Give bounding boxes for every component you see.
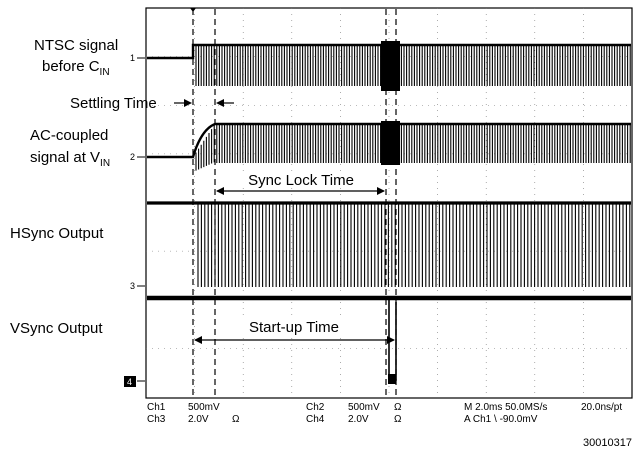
label-ac-sub: IN (100, 158, 110, 169)
trigger-marker (190, 8, 196, 12)
status-ch2-scale: 500mV (348, 402, 380, 413)
ch2-vsync-block (381, 121, 400, 165)
channel-4-marker-bg (124, 376, 136, 387)
status-ch3: Ch3 (147, 414, 166, 425)
ch1-burst (195, 45, 631, 86)
ch3-pulses (197, 203, 631, 287)
sync-lock-label-bg (232, 173, 372, 187)
scope-traces (147, 41, 631, 384)
label-ac-line2-main: signal at V (30, 149, 100, 166)
channel-2-marker: 2 (130, 152, 135, 162)
settling-arrow-left-head (184, 99, 192, 107)
label-ntsc-line2-main: before C (42, 58, 100, 75)
channel-4-marker: 4 (127, 377, 132, 387)
status-ch3-scale: 2.0V (188, 414, 209, 425)
label-ac-line2: signal at VIN (30, 149, 110, 169)
label-ntsc-line2: before CIN (42, 58, 110, 78)
status-resolution: 20.0ns/pt (581, 402, 622, 413)
ch4-pulse-foot (388, 374, 396, 384)
sync-lock-head-right (377, 187, 385, 195)
ch2-burst (195, 124, 631, 171)
sync-lock-label: Sync Lock Time (248, 172, 354, 189)
startup-label-bg (240, 320, 350, 334)
status-ch1-scale: 500mV (188, 402, 220, 413)
status-ch4-scale: 2.0V (348, 414, 369, 425)
status-ch3-ohm: Ω (232, 414, 240, 425)
status-ch4-ohm: Ω (394, 414, 402, 425)
sync-lock-head-left (216, 187, 224, 195)
label-settling-time: Settling Time (70, 95, 157, 112)
label-ntsc-sub: IN (100, 67, 110, 78)
label-ac-line1: AC-coupled (30, 127, 108, 144)
status-timebase: M 2.0ms 50.0MS/s (464, 402, 547, 413)
status-ch2-ohm: Ω (394, 402, 402, 413)
label-ntsc-line1: NTSC signal (34, 37, 118, 54)
startup-label: Start-up Time (249, 319, 339, 336)
startup-head-right (387, 336, 395, 344)
label-vsync: VSync Output (10, 320, 103, 337)
status-trigger: A Ch1 \ -90.0mV (464, 414, 538, 425)
startup-head-left (194, 336, 202, 344)
channel-3-marker: 3 (130, 281, 135, 291)
status-ch1: Ch1 (147, 402, 166, 413)
label-hsync: HSync Output (10, 225, 104, 242)
ch1-vsync-block (381, 41, 400, 91)
figure-number: 30010317 (583, 437, 632, 449)
channel-1-marker: 1 (130, 53, 135, 63)
status-ch4: Ch4 (306, 414, 325, 425)
settling-arrow-right-head (216, 99, 224, 107)
status-ch2: Ch2 (306, 402, 325, 413)
